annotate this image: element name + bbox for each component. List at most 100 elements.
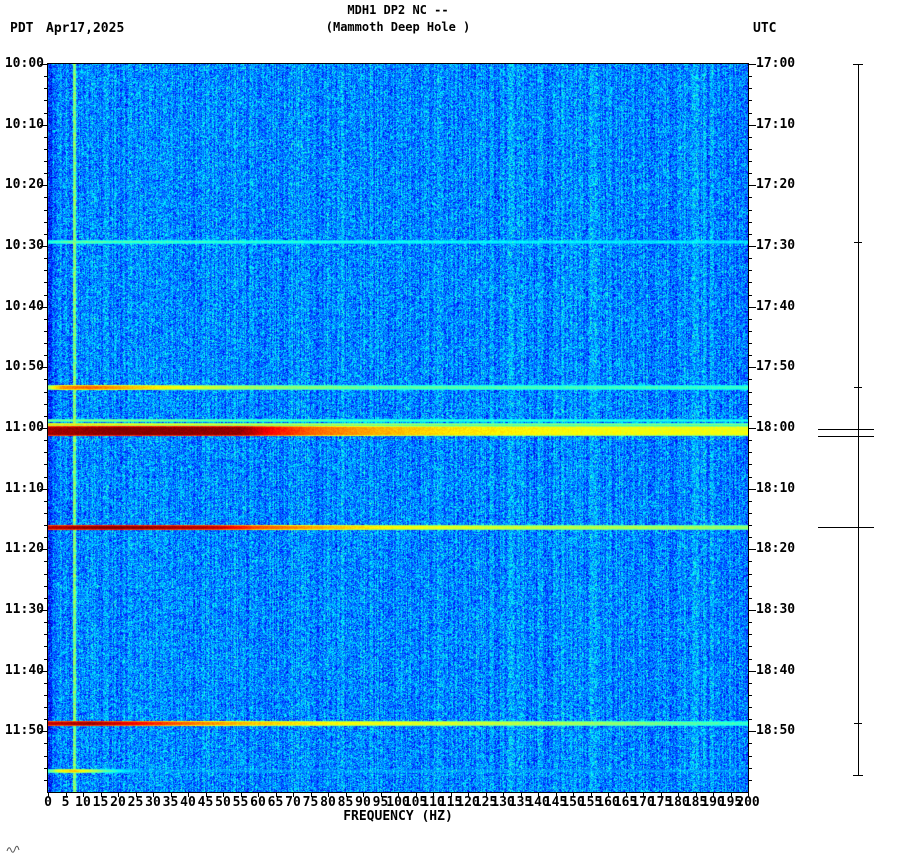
freq-tick-label: 105 bbox=[403, 795, 428, 810]
pdt-minor-tick bbox=[44, 755, 48, 757]
freq-tick bbox=[538, 792, 539, 797]
freq-tick-label: 90 bbox=[355, 795, 371, 810]
pdt-tick-label: 10:30 bbox=[4, 238, 44, 253]
utc-minor-tick bbox=[748, 270, 752, 272]
utc-minor-tick bbox=[748, 391, 752, 393]
utc-minor-tick bbox=[748, 755, 752, 757]
pdt-minor-tick bbox=[44, 318, 48, 320]
pdt-minor-tick bbox=[44, 452, 48, 454]
utc-minor-tick bbox=[748, 318, 752, 320]
freq-tick-label: 0 bbox=[44, 795, 52, 810]
utc-minor-tick bbox=[748, 209, 752, 211]
spectrogram-canvas bbox=[47, 63, 749, 793]
pdt-minor-tick bbox=[44, 173, 48, 175]
utc-tick-label: 17:30 bbox=[756, 238, 796, 253]
utc-tick-label: 18:50 bbox=[756, 723, 796, 739]
freq-tick-label: 145 bbox=[543, 795, 568, 810]
freq-tick-label: 85 bbox=[337, 795, 354, 810]
utc-tick-label: 18:10 bbox=[756, 480, 796, 496]
pdt-minor-tick bbox=[44, 646, 48, 648]
freq-tick bbox=[310, 792, 312, 797]
freq-tick bbox=[415, 792, 417, 797]
freq-tick-label: 60 bbox=[250, 795, 266, 810]
freq-tick bbox=[328, 792, 329, 797]
amplitude-bar-marker bbox=[853, 64, 863, 65]
freq-tick bbox=[555, 792, 557, 797]
x-axis-title: FREQUENCY (HZ) bbox=[343, 809, 453, 824]
pdt-minor-tick bbox=[44, 779, 48, 781]
freq-tick bbox=[468, 792, 469, 797]
utc-major-tick bbox=[748, 185, 756, 187]
pdt-minor-tick bbox=[44, 743, 48, 745]
freq-tick-label: 20 bbox=[110, 795, 126, 810]
freq-tick-label: 165 bbox=[613, 795, 638, 810]
utc-minor-tick bbox=[748, 100, 752, 102]
freq-tick bbox=[520, 792, 522, 797]
freq-tick-label: 120 bbox=[456, 795, 480, 810]
utc-minor-tick bbox=[748, 233, 752, 235]
utc-minor-tick bbox=[748, 440, 752, 442]
pdt-minor-tick bbox=[44, 233, 48, 235]
pdt-minor-tick bbox=[44, 694, 48, 696]
amplitude-bar-marker bbox=[853, 775, 863, 776]
utc-minor-tick bbox=[748, 500, 752, 502]
amplitude-bar-marker bbox=[854, 387, 862, 389]
utc-minor-tick bbox=[748, 161, 752, 163]
utc-tick-label: 18:20 bbox=[756, 541, 796, 557]
pdt-minor-tick bbox=[44, 76, 48, 78]
pdt-minor-tick bbox=[44, 525, 48, 527]
freq-tick-label: 185 bbox=[683, 795, 708, 810]
utc-tick-label: 17:10 bbox=[756, 116, 796, 132]
pdt-minor-tick bbox=[44, 100, 48, 102]
utc-minor-tick bbox=[748, 221, 752, 223]
freq-tick bbox=[730, 792, 732, 797]
pdt-minor-tick bbox=[44, 403, 48, 405]
freq-tick bbox=[83, 792, 84, 797]
freq-tick-label: 50 bbox=[215, 795, 231, 810]
utc-major-tick bbox=[748, 610, 756, 611]
utc-tick-label: 18:40 bbox=[756, 662, 796, 678]
pdt-minor-tick bbox=[44, 355, 48, 357]
pdt-tick-label: 10:10 bbox=[4, 116, 44, 132]
freq-tick bbox=[363, 792, 364, 797]
freq-tick bbox=[380, 792, 382, 797]
freq-tick-label: 110 bbox=[421, 795, 445, 810]
utc-tick-label: 17:00 bbox=[756, 56, 796, 71]
freq-tick bbox=[65, 792, 67, 797]
pdt-minor-tick bbox=[44, 209, 48, 211]
pdt-major-tick bbox=[40, 428, 48, 429]
utc-minor-tick bbox=[748, 464, 752, 466]
pdt-tick-label: 11:20 bbox=[4, 541, 44, 557]
pdt-minor-tick bbox=[44, 634, 48, 636]
pdt-major-tick bbox=[40, 124, 48, 126]
freq-tick-label: 75 bbox=[302, 795, 319, 810]
utc-minor-tick bbox=[748, 694, 752, 696]
pdt-minor-tick bbox=[44, 537, 48, 539]
pdt-tick-label: 10:00 bbox=[4, 56, 44, 71]
pdt-tick-label: 11:10 bbox=[4, 480, 44, 496]
utc-minor-tick bbox=[748, 646, 752, 648]
pdt-minor-tick bbox=[44, 258, 48, 260]
freq-tick bbox=[170, 792, 172, 797]
pdt-tick-label: 11:50 bbox=[4, 723, 44, 739]
pdt-major-tick bbox=[40, 488, 48, 490]
utc-minor-tick bbox=[748, 173, 752, 175]
pdt-minor-tick bbox=[44, 379, 48, 381]
pdt-minor-tick bbox=[44, 682, 48, 684]
pdt-tick-label: 11:00 bbox=[4, 420, 44, 435]
utc-minor-tick bbox=[748, 476, 752, 478]
utc-tick-label: 18:30 bbox=[756, 602, 796, 617]
pdt-minor-tick bbox=[44, 767, 48, 769]
freq-tick bbox=[188, 792, 189, 797]
freq-tick bbox=[450, 792, 452, 797]
pdt-tick-label: 11:30 bbox=[4, 602, 44, 617]
freq-tick-label: 40 bbox=[180, 795, 196, 810]
freq-tick-label: 15 bbox=[92, 795, 109, 810]
freq-tick-label: 55 bbox=[232, 795, 249, 810]
pdt-minor-tick bbox=[44, 561, 48, 563]
freq-tick-label: 140 bbox=[526, 795, 550, 810]
utc-major-tick bbox=[748, 670, 756, 672]
pdt-tick-label: 10:20 bbox=[4, 177, 44, 193]
pdt-minor-tick bbox=[44, 136, 48, 138]
